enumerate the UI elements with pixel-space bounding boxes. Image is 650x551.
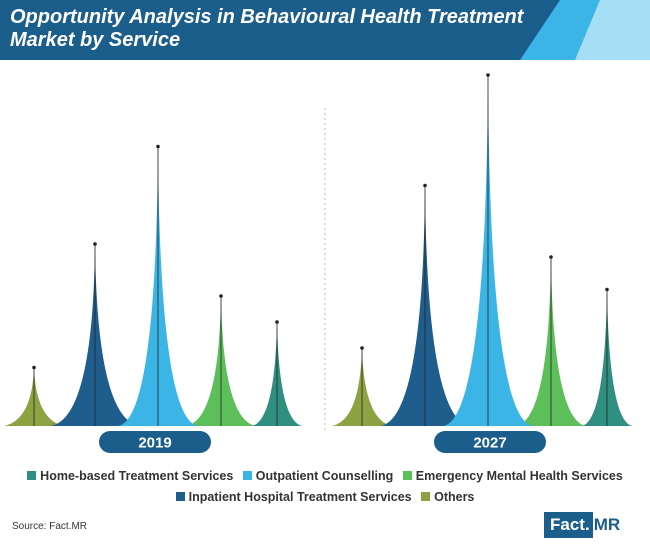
legend-label: Emergency Mental Health Services: [415, 469, 623, 483]
legend-swatch: [402, 471, 412, 480]
legend-label: Outpatient Counselling: [255, 469, 394, 483]
legend-row: Home-based Treatment Services Outpatient…: [0, 466, 650, 487]
legend-item: Others: [421, 487, 474, 508]
logo-part-1: Fact.: [544, 512, 593, 538]
year-pill-bg: [99, 431, 211, 453]
spike-tip-dot: [486, 73, 490, 77]
spike-tip-dot: [549, 255, 553, 259]
legend-item: Outpatient Counselling: [242, 466, 394, 487]
year-label: 2027: [473, 435, 506, 452]
factmr-logo: Fact. MR: [544, 512, 627, 538]
year-pill-2019: 2019: [99, 431, 211, 453]
spike-tip-dot: [93, 242, 97, 246]
spike-tip-dot: [32, 365, 36, 370]
legend-row: Inpatient Hospital Treatment Services Ot…: [0, 487, 650, 508]
year-label: 2019: [138, 435, 171, 452]
legend-swatch: [27, 471, 37, 480]
legend-swatch: [175, 492, 185, 501]
legend-item: Home-based Treatment Services: [27, 466, 233, 487]
spike-tip-dot: [275, 320, 279, 324]
legend-swatch: [421, 492, 431, 501]
legend-item: Inpatient Hospital Treatment Services: [175, 487, 412, 508]
spike-tip-dot: [605, 287, 609, 292]
spike-tip-dot: [360, 346, 364, 350]
legend-label: Others: [434, 490, 475, 504]
chart-legend: Home-based Treatment Services Outpatient…: [0, 466, 650, 508]
source-note: Source: Fact.MR: [12, 521, 88, 532]
year-pill-bg: [434, 431, 546, 453]
banner-background: [0, 0, 650, 60]
legend-swatch: [242, 471, 252, 480]
spike-tip-dot: [219, 294, 223, 298]
spike-tip-dot: [423, 183, 427, 188]
spike-chart: 2019 2027: [4, 73, 632, 453]
legend-label: Inpatient Hospital Treatment Services: [188, 490, 412, 504]
legend-item: Emergency Mental Health Services: [402, 466, 623, 487]
title-banner: Opportunity Analysis in Behavioural Heal…: [0, 0, 650, 60]
legend-label: Home-based Treatment Services: [40, 469, 234, 483]
year-pill-2027: 2027: [434, 431, 546, 453]
logo-part-2: MR: [592, 512, 627, 538]
chart-title: Opportunity Analysis in Behavioural Heal…: [10, 6, 524, 51]
spike-tip-dot: [156, 144, 160, 149]
